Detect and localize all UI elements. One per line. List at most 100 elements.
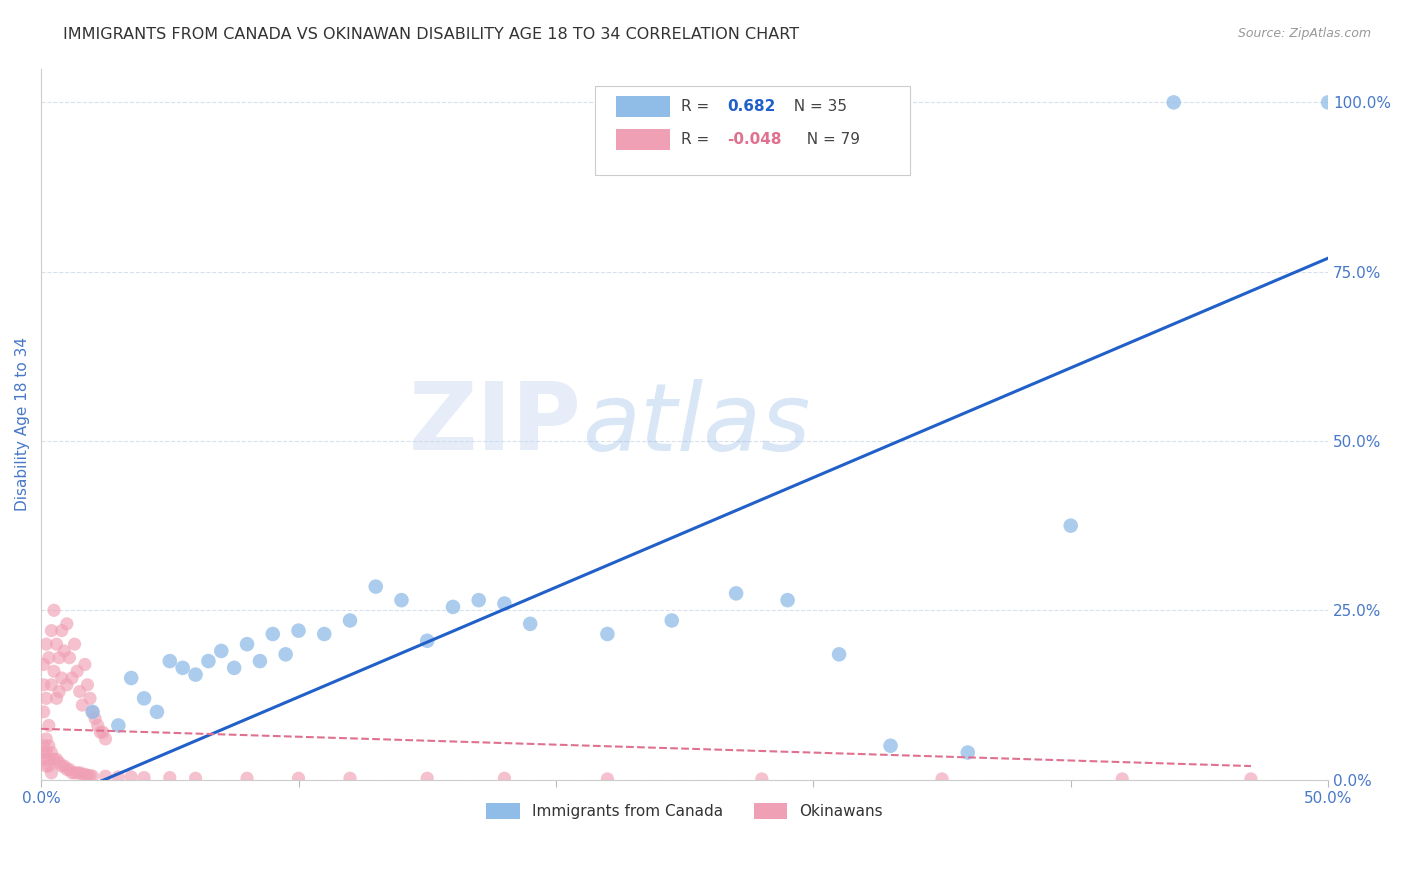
Point xyxy=(41,746,63,760)
Point xyxy=(494,597,516,611)
Point xyxy=(42,665,65,679)
Point xyxy=(32,746,55,760)
Point xyxy=(72,698,94,712)
Point xyxy=(79,691,101,706)
Point xyxy=(751,772,773,786)
Point xyxy=(58,763,80,777)
Point xyxy=(66,765,89,780)
Point xyxy=(931,772,953,786)
Point xyxy=(94,769,117,783)
Point xyxy=(1060,518,1083,533)
Point xyxy=(287,624,309,638)
Point xyxy=(73,767,96,781)
Point xyxy=(82,705,104,719)
Text: R =: R = xyxy=(681,99,714,113)
Point xyxy=(84,712,107,726)
Point xyxy=(314,627,336,641)
Bar xyxy=(616,95,671,117)
Point xyxy=(38,752,60,766)
Point xyxy=(209,644,232,658)
Point xyxy=(661,614,683,628)
Point xyxy=(172,661,194,675)
Point xyxy=(56,616,79,631)
Point xyxy=(1240,772,1263,786)
Point xyxy=(107,718,129,732)
Point xyxy=(60,765,83,780)
Point xyxy=(828,648,851,662)
Point xyxy=(35,637,58,651)
Point xyxy=(1163,95,1185,110)
Point xyxy=(82,769,104,783)
Point xyxy=(32,657,55,672)
Point xyxy=(53,644,76,658)
Point xyxy=(236,637,259,651)
Point xyxy=(79,768,101,782)
Point xyxy=(48,756,70,770)
Point xyxy=(1317,95,1340,110)
Point xyxy=(94,731,117,746)
Text: Source: ZipAtlas.com: Source: ZipAtlas.com xyxy=(1237,27,1371,40)
Point xyxy=(120,770,142,784)
Point xyxy=(159,771,181,785)
Point xyxy=(776,593,799,607)
Point xyxy=(51,671,73,685)
Point xyxy=(364,580,387,594)
Point xyxy=(262,627,284,641)
Point xyxy=(339,614,361,628)
Point xyxy=(53,759,76,773)
Point xyxy=(224,661,246,675)
Point xyxy=(146,705,169,719)
Text: N = 35: N = 35 xyxy=(783,99,846,113)
Point xyxy=(72,767,94,781)
Point xyxy=(42,752,65,766)
Text: R =: R = xyxy=(681,132,714,147)
Text: -0.048: -0.048 xyxy=(727,132,782,147)
Point xyxy=(339,771,361,785)
Point xyxy=(441,599,464,614)
Point xyxy=(32,739,55,753)
Point xyxy=(56,763,79,777)
Point xyxy=(494,771,516,785)
Point xyxy=(879,739,901,753)
Point xyxy=(184,667,207,681)
Point xyxy=(35,731,58,746)
Point xyxy=(63,765,86,780)
FancyBboxPatch shape xyxy=(595,87,910,175)
Point xyxy=(32,705,55,719)
Point xyxy=(274,648,297,662)
Point xyxy=(58,650,80,665)
Point xyxy=(41,765,63,780)
Point xyxy=(42,603,65,617)
Point xyxy=(519,616,541,631)
Point xyxy=(60,671,83,685)
Point xyxy=(38,718,60,732)
Point xyxy=(287,771,309,785)
Point xyxy=(87,718,110,732)
Point xyxy=(1111,772,1133,786)
Point xyxy=(51,624,73,638)
Point xyxy=(48,684,70,698)
Point xyxy=(41,678,63,692)
Point xyxy=(48,650,70,665)
Point xyxy=(56,678,79,692)
Point xyxy=(63,637,86,651)
Point xyxy=(107,770,129,784)
Point xyxy=(35,759,58,773)
Point xyxy=(132,691,155,706)
Point xyxy=(467,593,489,607)
Point xyxy=(91,725,114,739)
Point xyxy=(45,752,67,766)
Point xyxy=(159,654,181,668)
Bar xyxy=(616,129,671,150)
Point xyxy=(416,771,439,785)
Point xyxy=(197,654,219,668)
Text: N = 79: N = 79 xyxy=(797,132,859,147)
Point xyxy=(596,627,619,641)
Point xyxy=(41,624,63,638)
Point xyxy=(45,691,67,706)
Point xyxy=(32,678,55,692)
Text: 0.682: 0.682 xyxy=(727,99,776,113)
Point xyxy=(66,665,89,679)
Point xyxy=(38,739,60,753)
Point xyxy=(76,678,98,692)
